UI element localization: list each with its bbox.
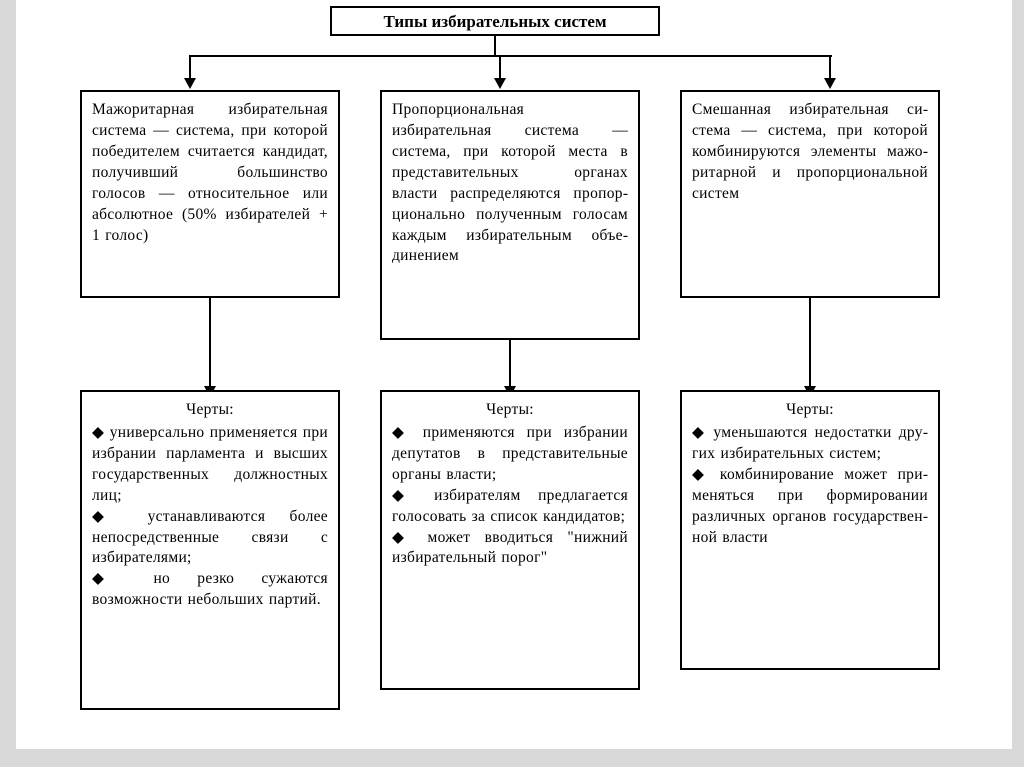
feature-item: ◆ но резко сужаются возможности не­больш… (92, 569, 328, 611)
decor-right-bar (1012, 0, 1024, 767)
diagram-canvas: Типы избирательных систем Мажоритарная из… (0, 0, 1024, 767)
feature-item: ◆ применяются при избрании депутатов в п… (392, 423, 628, 486)
features-box-proportional: Черты:◆ применяются при избрании депутат… (380, 390, 640, 690)
arrowhead-icon (494, 78, 506, 89)
features-header: Черты: (392, 400, 628, 421)
feature-item: ◆ комбинирова­ние может при­меняться при… (692, 465, 928, 549)
feature-item: ◆ устанавливаются более непосред­ственны… (92, 507, 328, 570)
decor-bottom-bar (0, 749, 1024, 767)
features-box-mixed: Черты:◆ уменьшаются недостатки дру­гих и… (680, 390, 940, 670)
arrowhead-icon (184, 78, 196, 89)
definition-box-proportional: Пропорциональная избирательная систе­ма … (380, 90, 640, 340)
features-box-majoritarian: Черты:◆ универсально применяется при изб… (80, 390, 340, 710)
arrowhead-icon (824, 78, 836, 89)
definition-box-mixed: Смешанная из­бирательная си­стема — сист… (680, 90, 940, 298)
title-box: Типы избирательных систем (330, 6, 660, 36)
features-header: Черты: (692, 400, 928, 421)
feature-item: ◆ может вводиться "нижний избира­тельный… (392, 528, 628, 570)
feature-item: ◆ избирателям предлагается голо­совать з… (392, 486, 628, 528)
decor-left-bar (0, 0, 16, 767)
definition-box-majoritarian: Мажоритарная изби­рательная система — си… (80, 90, 340, 298)
feature-item: ◆ универсально применяется при избрании … (92, 423, 328, 507)
feature-item: ◆ уменьшаются недостатки дру­гих избират… (692, 423, 928, 465)
features-header: Черты: (92, 400, 328, 421)
